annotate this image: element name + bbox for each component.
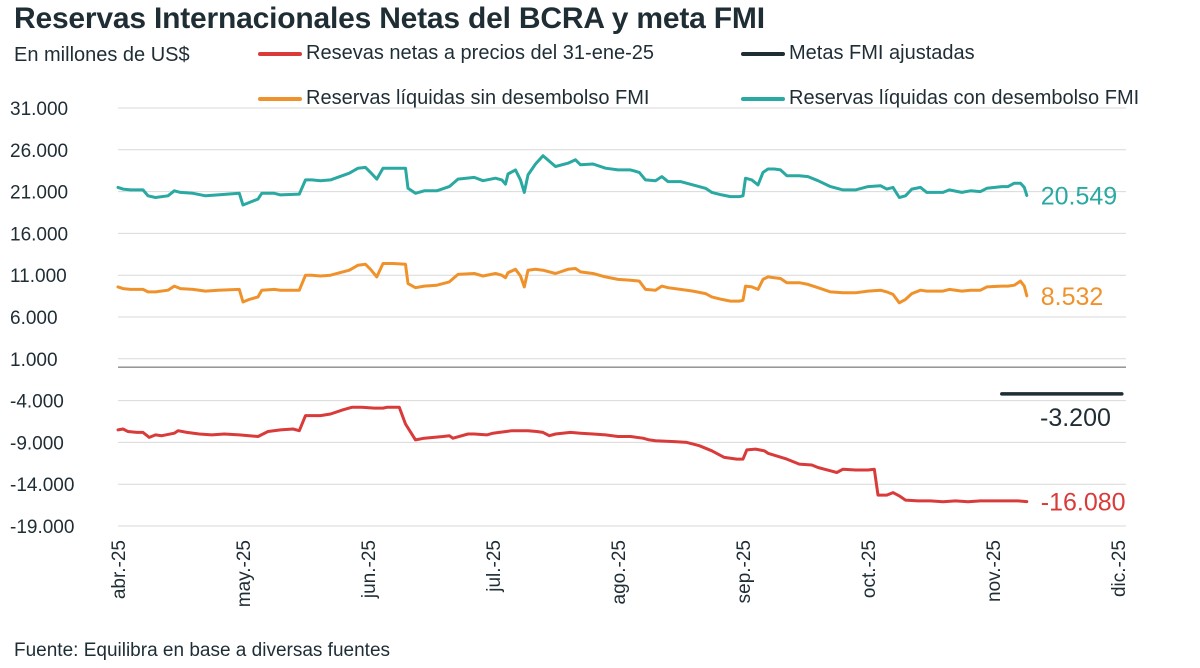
x-tick-label: may.-25 — [234, 540, 255, 607]
legend-swatch-netas — [258, 51, 302, 56]
series-line-netas — [116, 405, 1029, 504]
legend-item-metas: Metas FMI ajustadas — [741, 42, 975, 65]
x-tick-label: abr.-25 — [109, 540, 130, 599]
y-tick-label: 1.000 — [10, 350, 58, 371]
x-tick-label: nov.-25 — [984, 540, 1005, 602]
series-lines — [116, 154, 1124, 504]
x-tick-label: jul.-25 — [484, 540, 505, 593]
chart-title: Reservas Internacionales Netas del BCRA … — [14, 2, 765, 35]
y-tick-label: 6.000 — [10, 308, 58, 329]
source-note: Fuente: Equilibra en base a diversas fue… — [14, 640, 391, 661]
legend-label-netas: Resevas netas a precios del 31-ene-25 — [306, 42, 654, 64]
series-line-sin-desembolso — [116, 262, 1029, 305]
y-tick-label: 31.000 — [10, 99, 68, 120]
legend-swatch-con-desembolso — [741, 96, 785, 101]
legend-item-netas: Resevas netas a precios del 31-ene-25 — [258, 42, 654, 65]
chart-subtitle: En millones de US$ — [14, 44, 190, 66]
x-tick-label: ago.-25 — [609, 540, 630, 604]
y-tick-label: -4.000 — [10, 392, 64, 413]
x-tick-label: sep.-25 — [734, 540, 755, 603]
end-label-metas: -3.200 — [1040, 404, 1111, 432]
gridlines — [118, 107, 1126, 527]
y-tick-label: 11.000 — [10, 266, 67, 287]
y-tick-label: 21.000 — [10, 183, 68, 204]
y-tick-label: -19.000 — [10, 517, 74, 538]
y-tick-label: -14.000 — [10, 475, 74, 496]
end-label-con-desembolso: 20.549 — [1041, 182, 1117, 210]
y-axis-ticks: 31.000 26.000 21.000 16.000 11.000 6.000 1.000… — [10, 99, 74, 538]
x-tick-label: dic.-25 — [1109, 540, 1130, 597]
end-label-sin-desembolso: 8.532 — [1041, 283, 1104, 311]
legend-item-sin-desembolso: Reservas líquidas sin desembolso FMI — [258, 87, 649, 110]
legend-label-sin-desembolso: Reservas líquidas sin desembolso FMI — [306, 87, 650, 109]
end-labels: 20.549 8.532 -16.080 -3.200 — [1040, 182, 1126, 516]
legend-label-con-desembolso: Reservas líquidas con desembolso FMI — [789, 87, 1140, 109]
x-tick-label: oct.-25 — [859, 540, 880, 598]
legend-label-metas: Metas FMI ajustadas — [789, 42, 975, 64]
end-label-netas: -16.080 — [1041, 489, 1126, 517]
y-tick-label: 16.000 — [10, 224, 68, 245]
legend-item-con-desembolso: Reservas líquidas con desembolso FMI — [741, 87, 1139, 110]
series-line-con-desembolso — [116, 154, 1029, 207]
x-tick-label: jun.-25 — [359, 540, 380, 599]
legend-swatch-sin-desembolso — [258, 96, 302, 101]
y-tick-label: 26.000 — [10, 141, 68, 162]
x-axis-ticks: abr.-25 may.-25 jun.-25 jul.-25 ago.-25 sep.-… — [109, 540, 1130, 607]
y-tick-label: -9.000 — [10, 433, 64, 454]
legend-swatch-metas — [741, 51, 785, 56]
